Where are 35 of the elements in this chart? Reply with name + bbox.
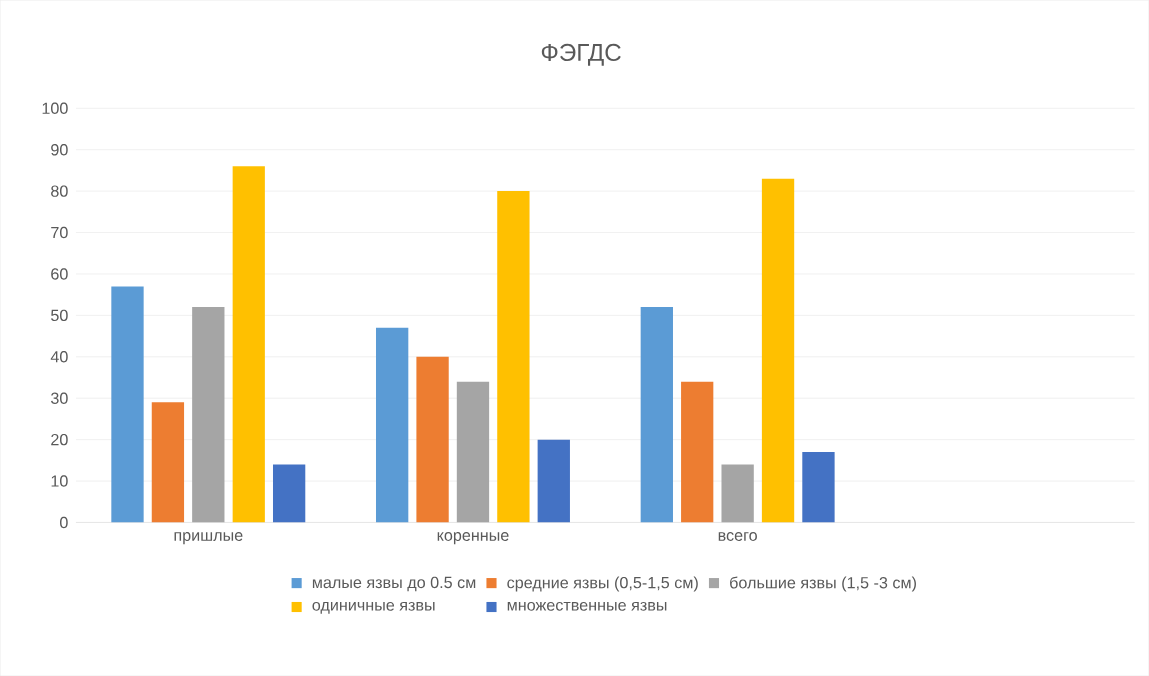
chart-title: ФЭГДС — [541, 43, 621, 66]
y-tick-label: 10 — [51, 475, 68, 487]
bar — [375, 327, 409, 523]
y-tick-label: 80 — [51, 185, 68, 197]
x-tick-label: всего — [718, 531, 757, 541]
legend-label: средние язвы (0,5-1,5 см) — [507, 576, 698, 592]
y-tick-label: 100 — [42, 102, 68, 114]
legend-label: большие язвы (1,5 -3 см) — [730, 576, 916, 592]
legend-label: малые язвы до 0.5 см — [312, 576, 476, 592]
bar — [151, 402, 185, 523]
bar — [111, 286, 144, 523]
bar — [761, 178, 795, 523]
y-tick-label: 60 — [51, 268, 68, 280]
bar — [537, 439, 570, 523]
bar — [681, 381, 714, 523]
y-tick-label: 40 — [50, 350, 68, 363]
x-tick-label: пришлые — [174, 531, 243, 545]
bar — [456, 381, 490, 523]
bar — [802, 451, 835, 523]
bar — [416, 356, 449, 523]
bar — [232, 166, 265, 523]
y-tick-label: 0 — [60, 516, 68, 529]
bar — [640, 306, 673, 523]
bar — [497, 191, 530, 523]
bar — [721, 464, 754, 523]
legend-label: одиничные язвы — [312, 601, 435, 614]
y-tick-label: 20 — [51, 433, 68, 446]
legend-label: множественные язвы — [507, 601, 667, 611]
bar — [192, 306, 225, 523]
y-tick-label: 90 — [51, 143, 68, 156]
y-tick-label: 50 — [51, 309, 68, 321]
bar — [272, 464, 306, 523]
x-tick-label: коренные — [437, 531, 509, 545]
y-tick-label: 70 — [51, 226, 68, 239]
y-tick-label: 30 — [51, 392, 68, 404]
